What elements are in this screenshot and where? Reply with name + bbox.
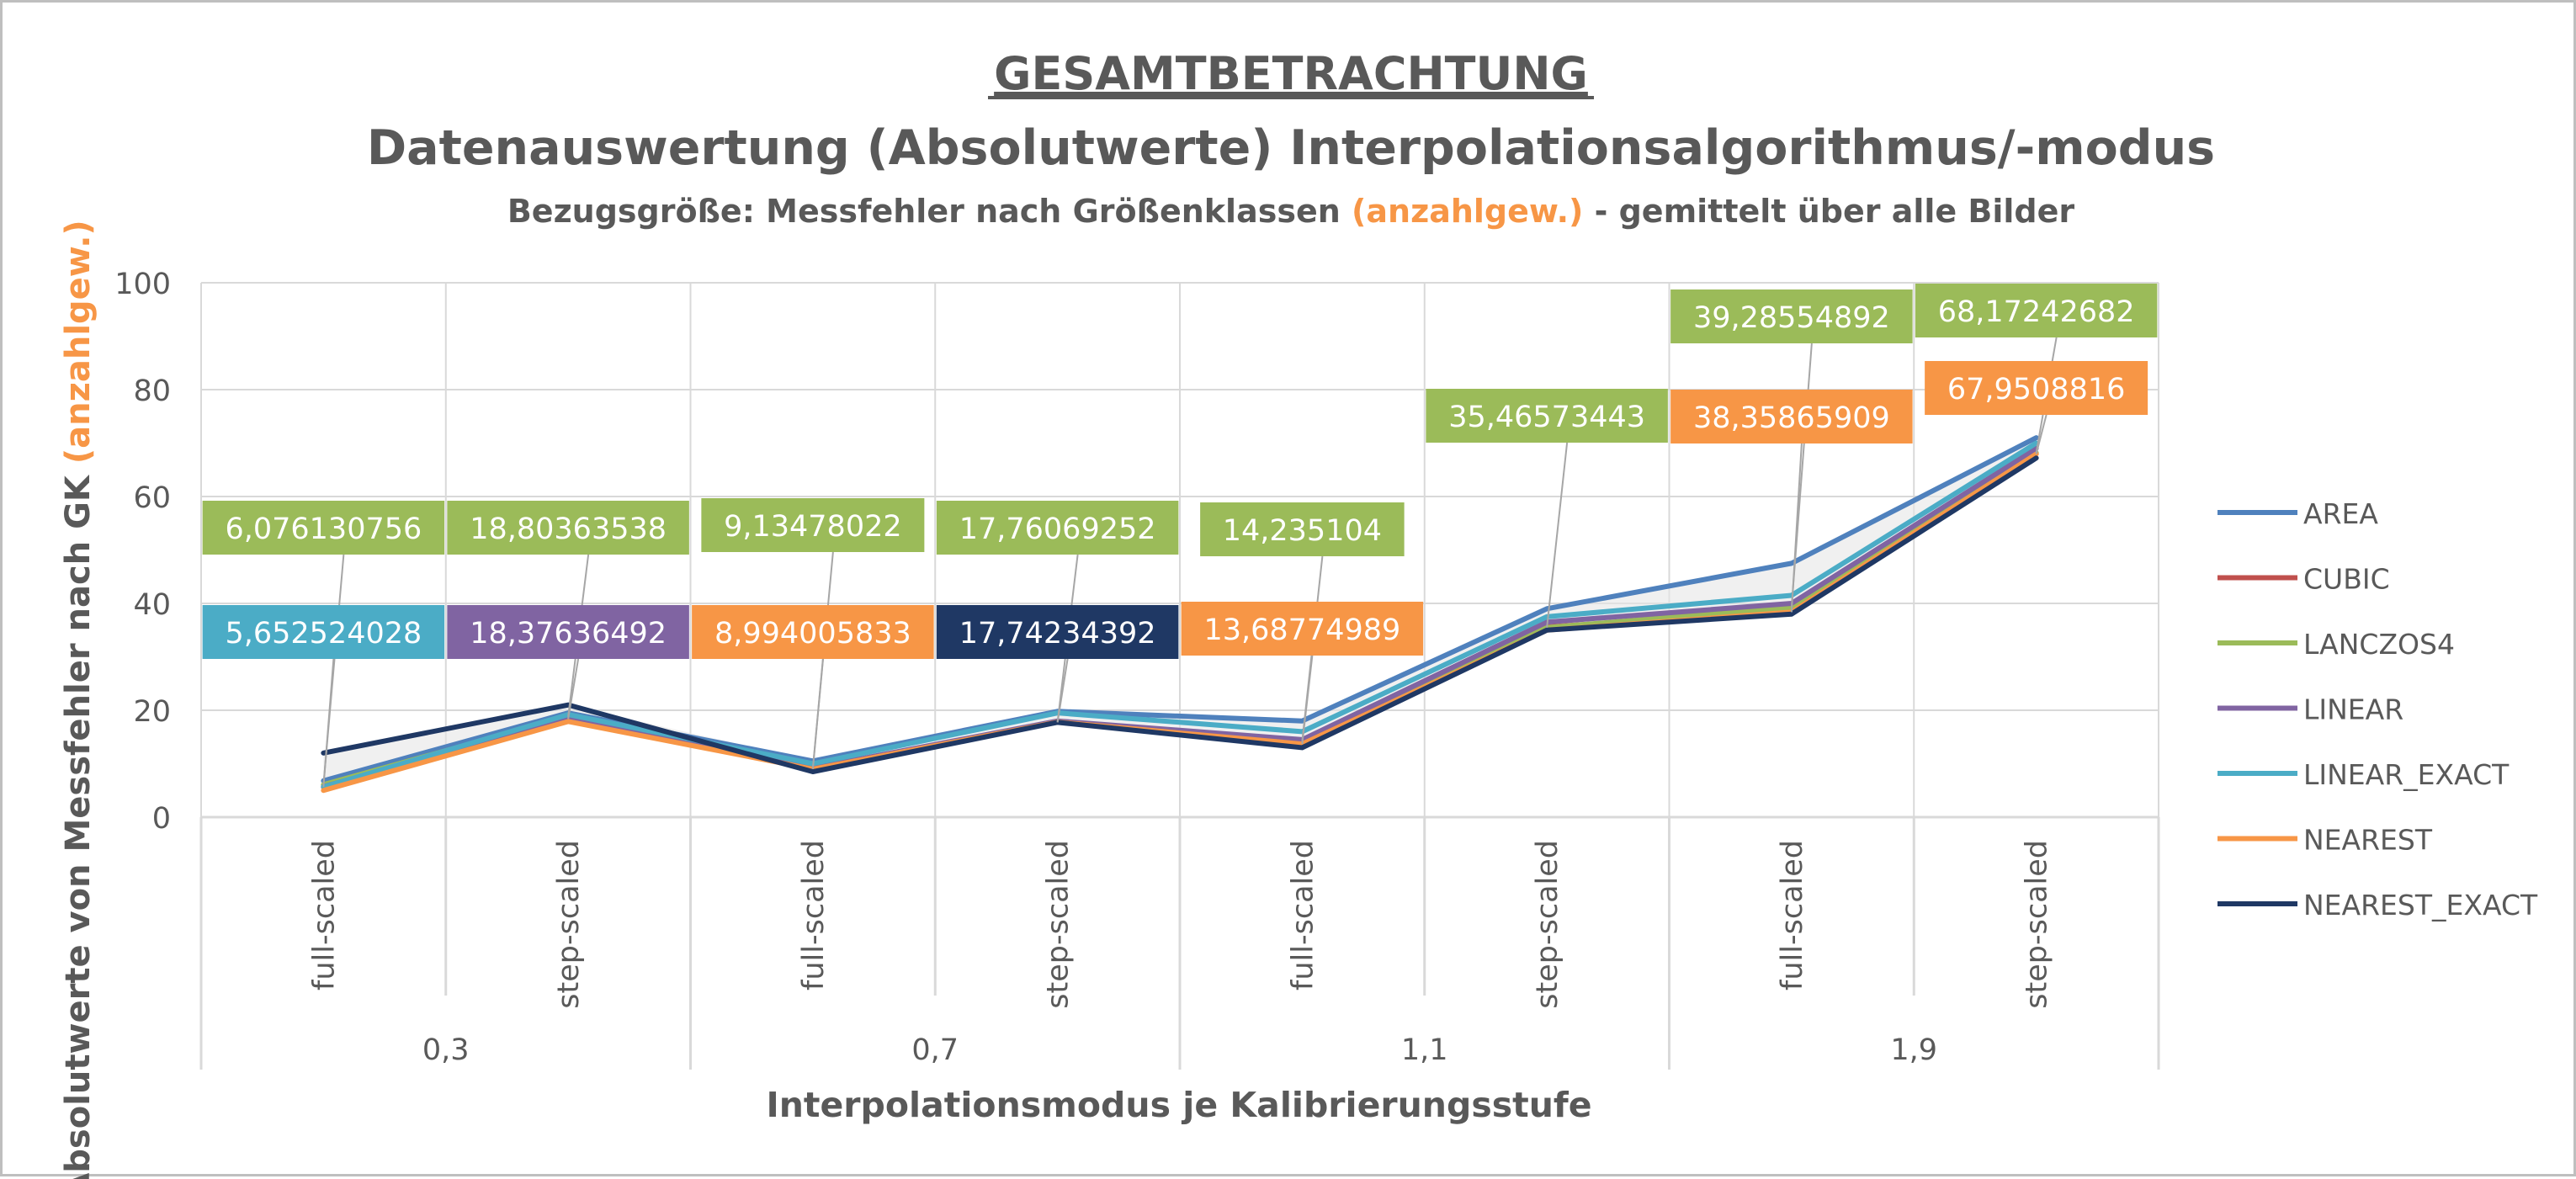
y-tick-label: 40 [133, 588, 171, 622]
data-label-box [1670, 289, 1913, 343]
chart-subtitle: Datenauswertung (Absolutwerte) Interpola… [367, 120, 2215, 176]
data-label-box [1915, 284, 2158, 337]
y-axis-label-main: Absolutwerte von Messfehler nach GK [59, 464, 98, 1179]
data-label-layer: 6,076130756 5,652524028 18,80363538 18,3763… [202, 284, 2158, 788]
legend-label: LINEAR_EXACT [2303, 758, 2510, 791]
data-label: 6,076130756 [225, 512, 422, 546]
data-label: 17,76069252 [959, 512, 1156, 546]
legend-label: CUBIC [2303, 563, 2390, 596]
x-group-label: 1,1 [1401, 1033, 1448, 1067]
data-label-box [1670, 390, 1913, 443]
x-category-label: full-scaled [797, 840, 831, 990]
x-category-label: step-scaled [552, 840, 586, 1009]
x-category-label: step-scaled [1042, 840, 1076, 1009]
data-label: 14,235104 [1223, 514, 1382, 548]
legend-label: AREA [2303, 497, 2378, 530]
legend: AREA CUBIC LANCZOS4 LINEAR LINEAR_EXACT NEARE… [2217, 497, 2538, 921]
data-label-box [1925, 361, 2148, 415]
y-axis-label-highlight: (anzahlgew.) [59, 220, 98, 464]
data-label-leader [567, 658, 580, 720]
data-label-box [447, 605, 689, 659]
series-line-linear-exact [321, 440, 2039, 790]
y-tick-label: 80 [133, 374, 171, 408]
chart-subsubtitle-prefix: Bezugsgröße: Messfehler nach Größenklass… [507, 193, 1352, 230]
data-label-box [1181, 602, 1424, 656]
legend-label: LANCZOS4 [2303, 628, 2455, 661]
y-tick-label: 0 [152, 802, 171, 836]
data-label: 17,74234392 [959, 617, 1156, 651]
data-label-leader [811, 658, 824, 769]
data-label-leader [2035, 414, 2048, 454]
chart-title: GESAMTBETRACHTUNG [994, 47, 1588, 100]
chart-subsubtitle: Bezugsgröße: Messfehler nach Größenklass… [507, 193, 2075, 230]
legend-label: LINEAR [2303, 693, 2403, 726]
data-label: 68,17242682 [1938, 295, 2135, 329]
x-group-label: 0,3 [422, 1033, 470, 1067]
x-group-label: 0,7 [911, 1033, 959, 1067]
data-label-box [202, 605, 445, 659]
data-label: 5,652524028 [225, 617, 422, 651]
legend-label: NEAREST_EXACT [2303, 889, 2538, 921]
data-label: 18,80363538 [470, 512, 667, 546]
y-tick-label: 60 [133, 481, 171, 515]
y-tick-label: 100 [114, 268, 171, 301]
y-axis-label: Absolutwerte von Messfehler nach GK (anz… [59, 220, 98, 1179]
data-label: 35,46573443 [1448, 401, 1645, 434]
grid-layer [200, 282, 2159, 817]
chart-subsubtitle-suffix: - gemittelt über alle Bilder [1595, 193, 2075, 230]
data-label-leader [1546, 442, 1569, 628]
x-category-label: step-scaled [2021, 840, 2054, 1009]
data-label-leader [1790, 443, 1803, 613]
data-label-leader [322, 658, 335, 788]
x-axis-label: Interpolationsmodus je Kalibrierungsstuf… [766, 1085, 1591, 1125]
legend-label: NEAREST [2303, 824, 2433, 857]
data-label-box [447, 501, 689, 555]
x-category-label: full-scaled [307, 840, 341, 990]
data-label-leader [1056, 658, 1069, 723]
chart-subsubtitle-highlight: (anzahlgew.) [1352, 193, 1583, 230]
series-layer [321, 435, 2039, 794]
data-label: 38,35865909 [1693, 401, 1890, 435]
series-line-nearest-exact [321, 455, 2039, 775]
chart-svg: GESAMTBETRACHTUNG Datenauswertung (Absol… [59, 47, 2538, 1179]
x-category-label: full-scaled [1286, 840, 1320, 990]
data-label: 67,9508816 [1947, 373, 2126, 406]
data-label: 8,994005833 [714, 617, 911, 651]
data-label-box [1200, 502, 1405, 556]
data-label-box [936, 605, 1179, 659]
x-group-label: 1,9 [1890, 1033, 1937, 1067]
axis-layer: 0 20 40 60 80 100 full-scaled step-scaled full-s… [114, 268, 2160, 1070]
data-label: 9,13478022 [724, 510, 902, 544]
x-category-label: full-scaled [1776, 840, 1809, 990]
data-label-box [936, 501, 1179, 555]
y-tick-label: 20 [133, 695, 171, 729]
x-category-label: step-scaled [1531, 840, 1564, 1009]
data-label-box [692, 605, 934, 659]
data-label: 39,28554892 [1693, 301, 1890, 335]
data-label: 18,37636492 [470, 617, 667, 651]
data-label-leader [1301, 655, 1314, 745]
data-label-box [1426, 389, 1668, 443]
data-label-box [701, 498, 925, 552]
data-label-box [202, 501, 445, 555]
data-label: 13,68774989 [1203, 613, 1400, 647]
